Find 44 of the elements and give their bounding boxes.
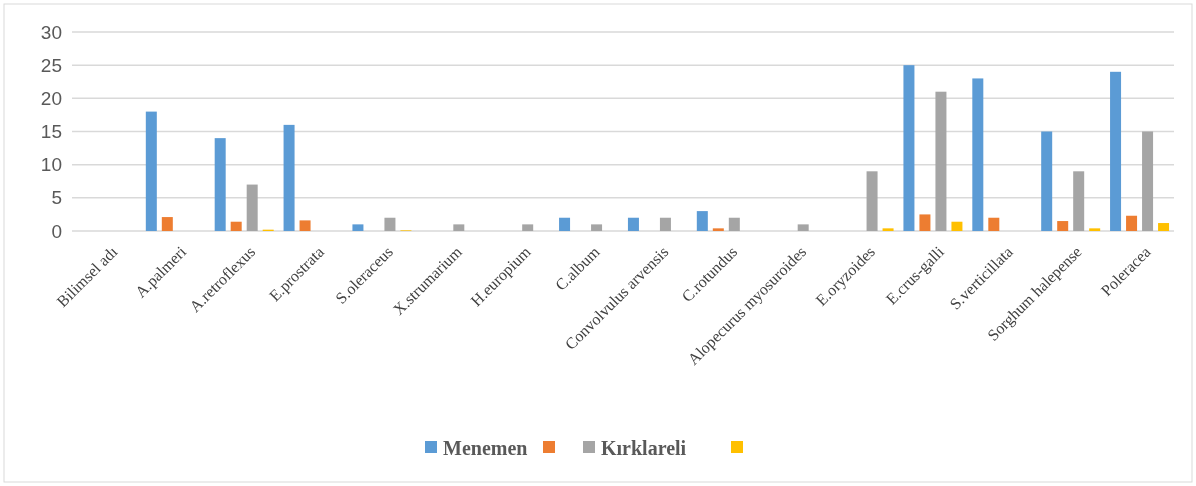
bar xyxy=(352,224,364,231)
y-tick-label: 30 xyxy=(40,21,62,43)
bar xyxy=(299,220,311,231)
bar xyxy=(627,217,639,231)
bar xyxy=(972,78,984,231)
bar xyxy=(522,224,534,231)
y-tick-label: 10 xyxy=(40,154,62,176)
bar xyxy=(384,217,396,231)
bar xyxy=(1142,131,1154,231)
bar xyxy=(1073,171,1085,231)
bar xyxy=(919,214,931,231)
legend-label: Kırklareli xyxy=(601,437,687,459)
bar xyxy=(1110,71,1122,231)
bar xyxy=(230,221,242,231)
bar xyxy=(246,184,258,231)
bar xyxy=(712,228,724,231)
bar xyxy=(797,224,809,231)
bar xyxy=(1057,221,1069,231)
y-tick-label: 15 xyxy=(40,121,62,143)
bar xyxy=(1158,223,1170,231)
bar xyxy=(988,217,1000,231)
bar xyxy=(161,217,173,231)
y-tick-label: 25 xyxy=(40,54,62,76)
bar xyxy=(1041,131,1053,231)
y-tick-label: 0 xyxy=(51,220,62,242)
bar xyxy=(214,138,226,231)
bar xyxy=(1126,215,1138,231)
bar xyxy=(951,221,963,231)
y-tick-label: 20 xyxy=(40,87,62,109)
bar xyxy=(935,91,947,231)
bar xyxy=(283,124,295,231)
bar xyxy=(453,224,465,231)
bar xyxy=(882,228,894,231)
legend-label: Menemen xyxy=(443,437,528,459)
bar xyxy=(903,65,915,231)
bar xyxy=(1089,228,1101,231)
bar xyxy=(145,111,157,231)
bar xyxy=(659,217,671,231)
bar xyxy=(728,217,740,231)
y-tick-label: 5 xyxy=(51,187,62,209)
bar xyxy=(559,217,571,231)
bar xyxy=(866,171,878,231)
bar xyxy=(591,224,603,231)
bar xyxy=(696,211,708,231)
